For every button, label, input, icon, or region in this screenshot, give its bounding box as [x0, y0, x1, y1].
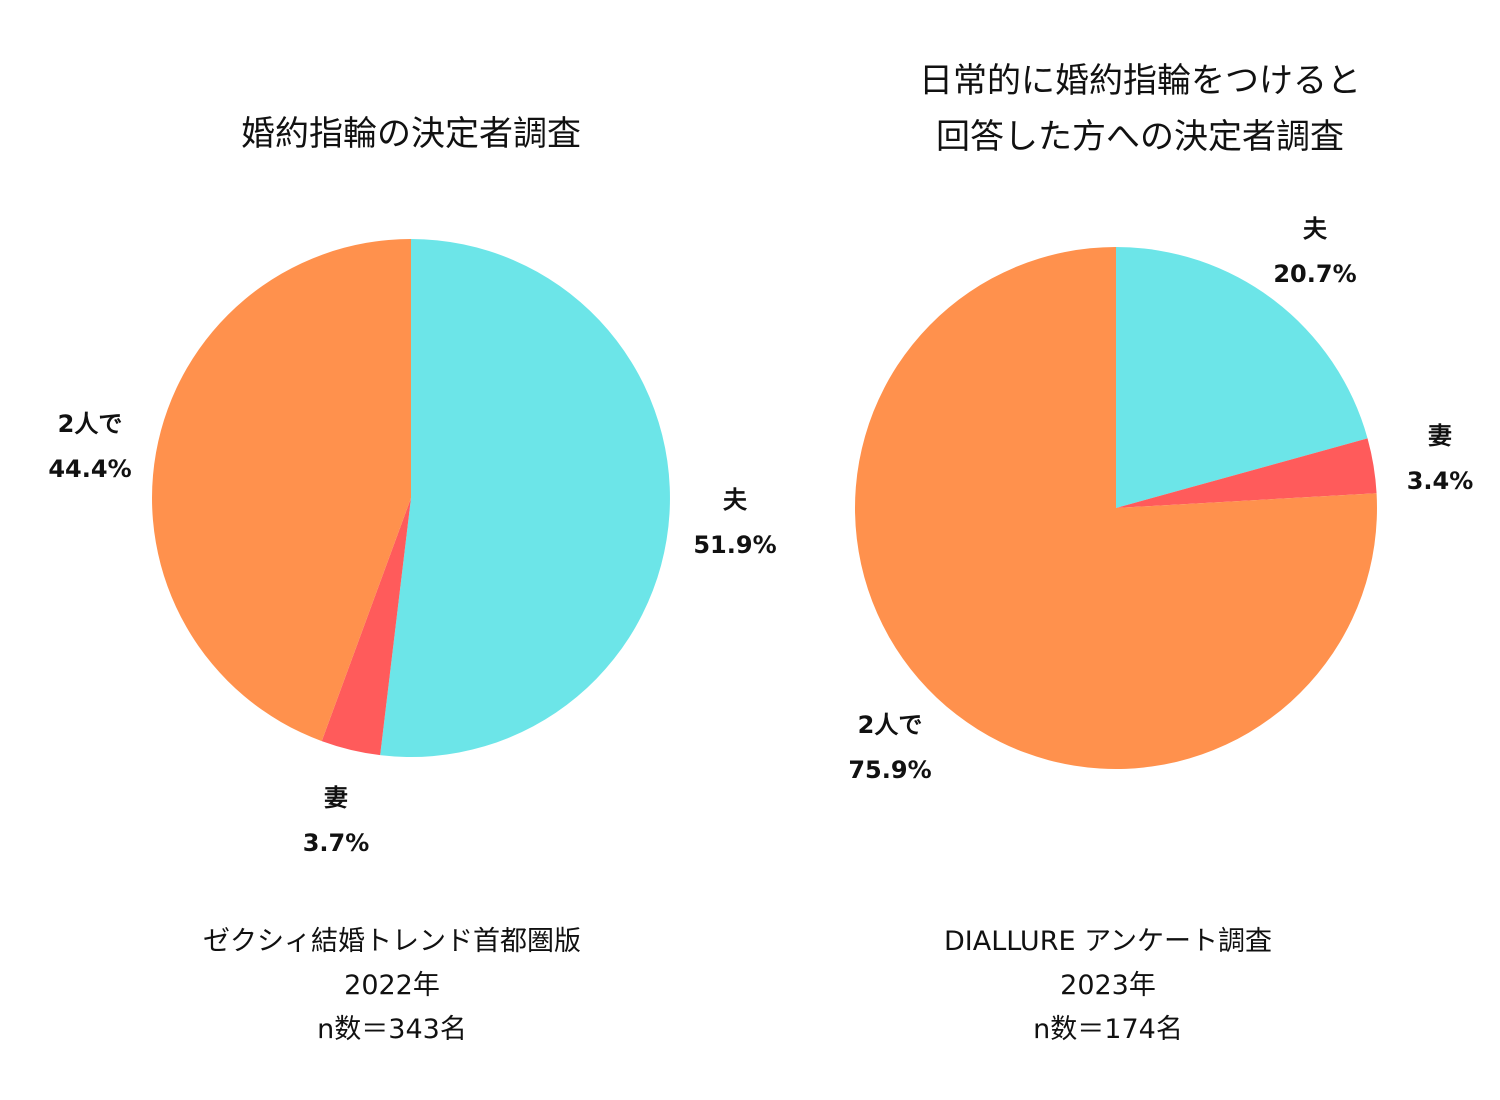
slice-label-husband: 夫 [723, 486, 748, 514]
slice-value-together: 75.9% [848, 756, 931, 784]
chart-title-line-1: 日常的に婚約指輪をつけると [919, 61, 1361, 101]
pie-slice-together [152, 239, 411, 742]
pie-slice-together [854, 247, 1377, 769]
slice-label-wife: 妻 [324, 784, 348, 812]
slice-label-together: 2人で [858, 711, 923, 739]
chart-source-line-2: 2023年 [1060, 970, 1156, 1001]
slice-label-wife: 妻 [1428, 422, 1452, 450]
chart-title-line-2: 回答した方への決定者調査 [936, 117, 1344, 157]
pie-slice-wife [321, 498, 411, 756]
slice-label-husband: 夫 [1303, 215, 1328, 243]
chart-source-line-1: ゼクシィ結婚トレンド首都圏版 [203, 926, 581, 957]
pie-slice-husband [380, 239, 670, 758]
pie-slice-husband [1116, 247, 1368, 508]
slice-value-together: 44.4% [48, 455, 131, 483]
chart-title-line-1: 婚約指輪の決定者調査 [241, 114, 581, 154]
slice-label-together: 2人で [58, 410, 123, 438]
chart-source-line-3: n数＝343名 [317, 1014, 467, 1045]
chart-source-line-1: DIALLURE アンケート調査 [944, 926, 1272, 957]
chart-source-line-2: 2022年 [344, 970, 440, 1001]
slice-value-wife: 3.4% [1407, 467, 1474, 495]
pie-slice-wife [1116, 438, 1377, 508]
slice-value-husband: 51.9% [693, 531, 776, 559]
chart-source-line-3: n数＝174名 [1033, 1014, 1183, 1045]
slice-value-husband: 20.7% [1273, 260, 1356, 288]
slice-value-wife: 3.7% [303, 829, 370, 857]
